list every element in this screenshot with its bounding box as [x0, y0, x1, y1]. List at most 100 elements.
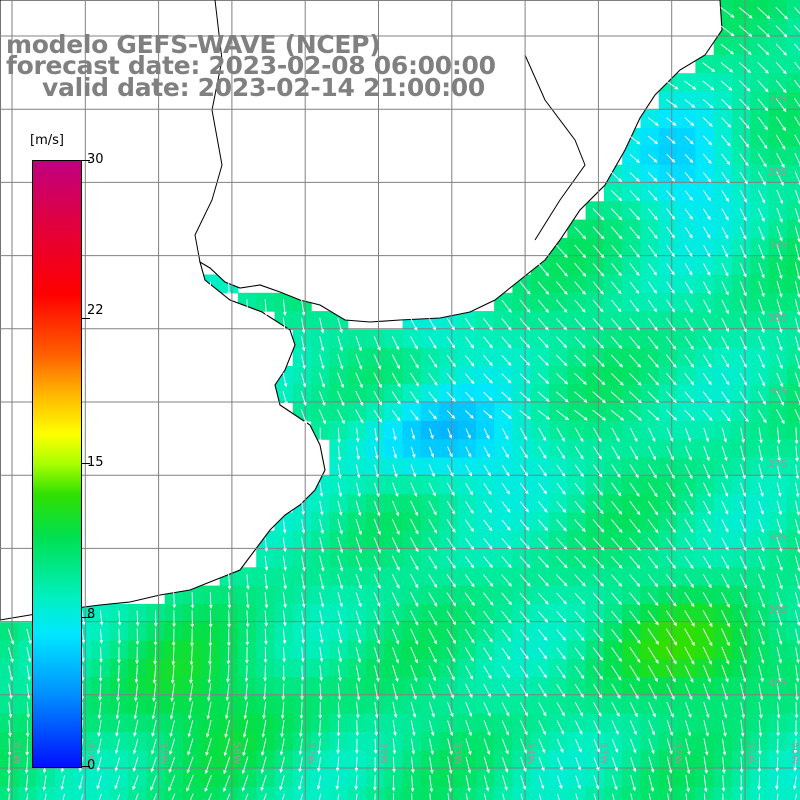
wind-speed-cell — [347, 786, 367, 800]
wind-arrow — [666, 427, 674, 443]
wind-arrow — [282, 573, 287, 590]
wind-speed-cell — [786, 420, 800, 440]
wind-arrow — [446, 391, 456, 402]
wind-arrow — [556, 464, 566, 477]
wind-arrow — [611, 574, 623, 587]
wind-speed-cell — [128, 786, 147, 800]
wind-speed-cell — [786, 292, 800, 312]
wind-arrow — [703, 500, 711, 515]
wind-arrow — [282, 317, 287, 334]
wind-arrow — [593, 427, 602, 443]
wind-speed-cell — [786, 549, 800, 568]
wind-arrow — [758, 464, 764, 480]
wind-arrow — [356, 446, 360, 461]
wind-arrow — [703, 299, 711, 314]
wind-arrow — [647, 135, 658, 145]
wind-arrow — [703, 263, 711, 277]
wind-arrow — [775, 98, 787, 113]
wind-speed-cell — [786, 457, 800, 477]
wind-arrow — [795, 464, 800, 480]
wind-arrow — [757, 372, 766, 387]
wind-arrow — [666, 263, 675, 276]
wind-arrow — [355, 409, 364, 424]
wind-arrow — [410, 446, 416, 459]
wind-arrow — [264, 537, 269, 553]
wind-arrow — [227, 592, 232, 609]
wind-arrow — [776, 409, 785, 425]
wind-arrow — [703, 445, 710, 462]
wind-speed-cell — [201, 786, 221, 800]
wind-arrow — [428, 555, 438, 570]
wind-arrow — [300, 390, 307, 407]
wind-arrow — [721, 391, 730, 404]
wind-arrow — [684, 354, 694, 368]
wind-arrow — [611, 445, 620, 460]
wind-arrow — [428, 464, 435, 478]
wind-arrow — [264, 592, 269, 609]
wind-arrow — [721, 135, 731, 147]
wind-arrow — [611, 500, 623, 515]
wind-arrow — [392, 482, 399, 498]
wind-arrow — [776, 354, 783, 370]
wind-arrow — [666, 519, 676, 534]
wind-arrow — [703, 427, 710, 443]
wind-arrow — [647, 391, 660, 404]
wind-arrow — [721, 153, 731, 166]
wind-arrow — [537, 592, 549, 605]
wind-arrow — [337, 482, 343, 498]
wind-arrow — [703, 226, 711, 239]
wind-arrow — [721, 409, 731, 422]
wind-arrow — [282, 555, 287, 572]
wind-arrow — [537, 373, 550, 384]
wind-arrow — [392, 464, 398, 478]
wind-arrow — [355, 518, 362, 536]
wind-arrow — [647, 263, 657, 276]
wind-arrow — [355, 464, 361, 479]
wind-arrow — [684, 464, 693, 480]
wind-arrow — [776, 208, 783, 223]
wind-speed-cell — [786, 512, 800, 532]
wind-arrow — [446, 519, 456, 533]
wind-arrow — [355, 537, 363, 554]
wind-arrow — [702, 80, 715, 91]
wind-arrow — [738, 62, 752, 74]
wind-arrow — [758, 244, 765, 260]
wind-arrow — [373, 372, 382, 389]
wind-arrow — [592, 574, 604, 587]
lon-label: 53W — [598, 742, 609, 765]
wind-arrow — [665, 80, 679, 90]
colorbar-label: 0 — [87, 758, 96, 773]
wind-arrow — [501, 391, 512, 402]
wind-arrow — [301, 299, 306, 317]
wind-arrow — [684, 336, 694, 350]
wind-arrow — [629, 153, 640, 163]
wind-arrow — [428, 372, 438, 386]
wind-arrow — [483, 410, 493, 419]
wind-arrow — [647, 281, 658, 294]
wind-arrow — [337, 354, 344, 370]
wind-arrow — [610, 409, 625, 421]
wind-arrow — [775, 116, 786, 132]
wind-arrow — [629, 500, 641, 516]
wind-arrow — [501, 318, 512, 331]
wind-arrow — [647, 519, 659, 534]
wind-arrow — [446, 537, 456, 551]
wind-arrow — [519, 501, 529, 513]
wind-arrow — [537, 299, 549, 313]
wind-arrow — [702, 62, 716, 73]
wind-arrow — [446, 336, 456, 349]
wind-arrow — [592, 592, 604, 605]
wind-arrow — [593, 446, 602, 460]
wind-arrow — [446, 373, 457, 385]
wind-arrow — [556, 244, 568, 259]
wind-arrow — [574, 391, 588, 403]
wind-arrow — [611, 263, 622, 277]
wind-arrow — [776, 317, 783, 334]
wind-arrow — [574, 318, 586, 331]
wind-arrow — [501, 446, 509, 459]
lat-label: 34S — [768, 240, 788, 251]
wind-arrow — [537, 537, 549, 550]
wind-arrow — [446, 464, 454, 477]
wind-arrow — [574, 482, 585, 496]
wind-arrow — [374, 464, 379, 479]
